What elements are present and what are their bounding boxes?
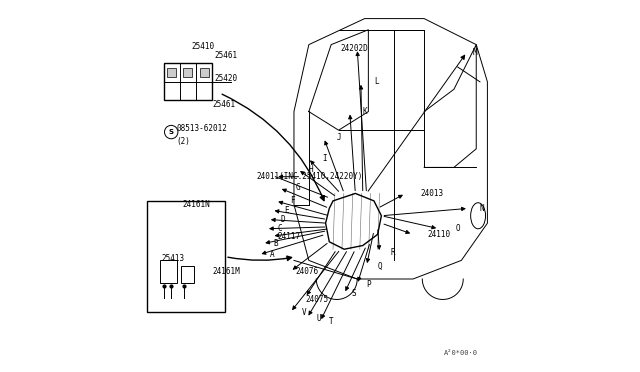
- Text: A: A: [270, 250, 275, 259]
- Text: 25413: 25413: [162, 254, 185, 263]
- Text: K: K: [363, 107, 367, 116]
- Text: B: B: [273, 239, 278, 248]
- Text: S: S: [169, 129, 173, 135]
- Bar: [160, 260, 177, 283]
- Text: S: S: [351, 289, 356, 298]
- Text: Q: Q: [378, 262, 382, 270]
- Text: M: M: [472, 48, 477, 57]
- Text: 25461: 25461: [214, 51, 237, 60]
- Text: 25420: 25420: [214, 74, 237, 83]
- Text: 24117: 24117: [277, 232, 300, 241]
- Text: 25410: 25410: [191, 42, 215, 51]
- Text: 08513-62012: 08513-62012: [177, 124, 228, 133]
- Text: V: V: [301, 308, 306, 317]
- Text: O: O: [456, 224, 460, 233]
- Text: (2): (2): [177, 137, 191, 146]
- Text: 24110: 24110: [428, 230, 451, 239]
- Text: J: J: [337, 133, 341, 142]
- Text: 25461: 25461: [212, 100, 236, 109]
- Text: U: U: [316, 314, 321, 323]
- Bar: [180, 266, 193, 283]
- Text: F: F: [291, 196, 295, 205]
- Text: R: R: [390, 248, 396, 257]
- Text: G: G: [296, 183, 300, 192]
- Text: N: N: [480, 204, 484, 213]
- Bar: [200, 68, 209, 77]
- Text: P: P: [367, 280, 371, 289]
- Text: 24202D: 24202D: [340, 44, 368, 53]
- Text: 24075: 24075: [305, 295, 328, 304]
- Bar: [147, 201, 225, 312]
- Bar: [184, 68, 193, 77]
- Text: 24013: 24013: [420, 189, 444, 198]
- Text: 24161M: 24161M: [212, 267, 240, 276]
- Text: 24011(INC.25410,24220Y): 24011(INC.25410,24220Y): [257, 172, 363, 181]
- Text: T: T: [330, 317, 334, 326]
- Text: I: I: [322, 154, 326, 163]
- Text: E: E: [285, 206, 289, 215]
- Text: H: H: [309, 165, 314, 174]
- Bar: [167, 68, 176, 77]
- Text: 24161N: 24161N: [182, 200, 210, 209]
- Text: 24076: 24076: [296, 267, 319, 276]
- Text: A²0*00·0: A²0*00·0: [444, 350, 478, 356]
- Text: D: D: [281, 215, 285, 224]
- Text: L: L: [374, 77, 379, 86]
- Text: C: C: [277, 224, 282, 233]
- Bar: [164, 63, 212, 100]
